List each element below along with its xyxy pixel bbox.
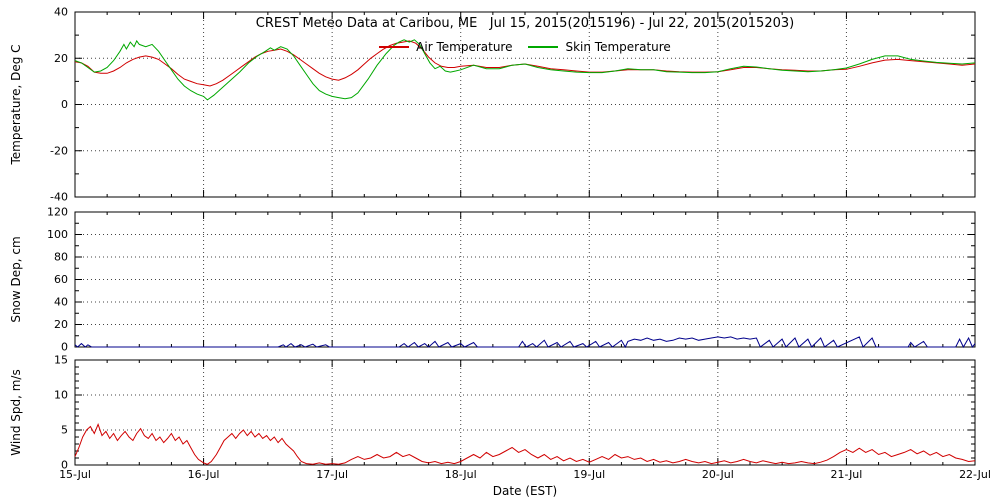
legend-item-skin: Skin Temperature <box>528 40 671 54</box>
y-tick-label: -40 <box>50 191 68 204</box>
x-tick-label: 15-Jul <box>59 468 91 481</box>
x-tick-label: 20-Jul <box>702 468 734 481</box>
wind-speed-panel: 0 5 10 15 Wind Spd, m/s <box>9 354 976 472</box>
y-axis-label: Snow Dep, cm <box>9 236 23 322</box>
x-tick-label: 16-Jul <box>188 468 220 481</box>
y-tick-label: 10 <box>54 389 68 402</box>
snow-depth-panel: 0 20 40 60 80 100 120 Snow Dep, cm <box>9 206 976 354</box>
y-tick-label: -20 <box>50 144 68 157</box>
series-skin-temperature <box>74 39 976 101</box>
legend-label-skin: Skin Temperature <box>565 40 671 54</box>
series-wind-speed <box>74 423 976 465</box>
x-tick-label: 21-Jul <box>830 468 862 481</box>
series-snow-depth <box>74 336 976 349</box>
air-temperature-line-swatch <box>379 46 410 48</box>
y-tick-label: 15 <box>54 354 68 367</box>
legend-item-air: Air Temperature <box>379 40 512 54</box>
panel-border <box>74 359 976 466</box>
y-tick-label: 0 <box>61 98 68 111</box>
legend-label-air: Air Temperature <box>416 40 513 54</box>
y-tick-label: 80 <box>54 251 68 264</box>
y-tick-label: 100 <box>47 228 68 241</box>
y-tick-label: 0 <box>61 459 68 472</box>
chart-title: CREST Meteo Data at Caribou, ME Jul 15, … <box>255 16 795 31</box>
y-tick-label: 40 <box>54 296 68 309</box>
skin-temperature-line-swatch <box>528 46 559 48</box>
y-tick-label: 40 <box>54 6 68 19</box>
x-axis-label: Date (EST) <box>492 484 558 498</box>
y-tick-label: 0 <box>61 341 68 354</box>
y-tick-label: 120 <box>47 206 68 219</box>
y-axis-label: Wind Spd, m/s <box>9 369 23 455</box>
panel-border <box>74 211 976 348</box>
y-tick-label: 5 <box>61 424 68 437</box>
y-axis-label: Temperature, Deg C <box>9 44 23 165</box>
y-tick-label: 60 <box>54 273 68 286</box>
chart-legend: Air Temperature Skin Temperature <box>75 40 975 54</box>
panel-border <box>74 11 976 198</box>
x-tick-label: 22-Jul <box>959 468 991 481</box>
x-tick-label: 17-Jul <box>316 468 348 481</box>
temperature-panel: -40 -20 0 20 40 Temperature, Deg C <box>9 6 976 204</box>
y-tick-label: 20 <box>54 52 68 65</box>
x-tick-label: 18-Jul <box>445 468 477 481</box>
y-tick-label: 20 <box>54 318 68 331</box>
x-tick-label: 19-Jul <box>573 468 605 481</box>
